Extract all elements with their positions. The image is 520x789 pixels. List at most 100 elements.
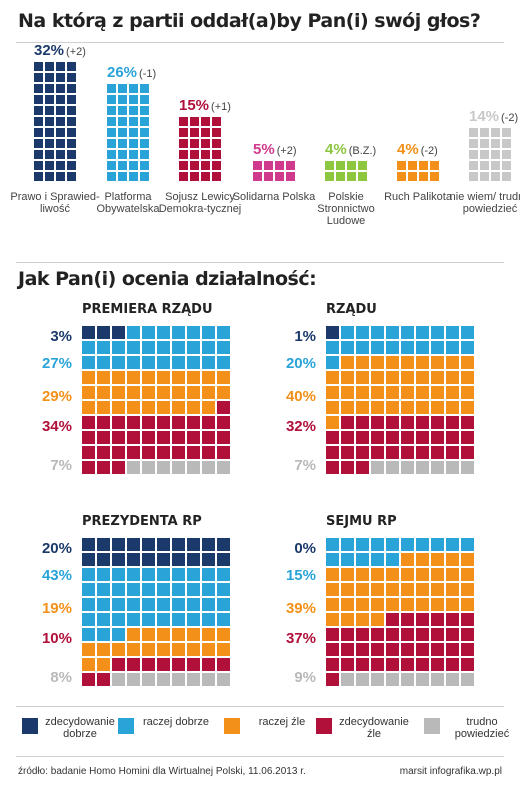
waffle-cell bbox=[416, 553, 429, 566]
bar-cell bbox=[275, 172, 284, 181]
party-bar-4 bbox=[253, 161, 295, 181]
bar-cell bbox=[201, 117, 210, 126]
waffle-cell bbox=[202, 461, 215, 474]
waffle-cell bbox=[431, 568, 444, 581]
waffle-cell bbox=[157, 356, 170, 369]
bar-cell bbox=[190, 117, 199, 126]
bar-cell bbox=[118, 84, 127, 93]
waffle-cell bbox=[401, 628, 414, 641]
waffle-cell bbox=[386, 568, 399, 581]
waffle-row-label: 1% bbox=[294, 328, 316, 345]
waffle-cell bbox=[97, 583, 110, 596]
bar-cell bbox=[34, 106, 43, 115]
waffle-cell bbox=[172, 553, 185, 566]
waffle-cell bbox=[326, 568, 339, 581]
party-bar-2 bbox=[107, 84, 149, 181]
waffle-cell bbox=[97, 568, 110, 581]
waffle-cell bbox=[446, 401, 459, 414]
waffle-cell bbox=[446, 598, 459, 611]
waffle-cell bbox=[461, 553, 474, 566]
waffle-cell bbox=[157, 416, 170, 429]
waffle-cell bbox=[127, 341, 140, 354]
waffle-cell bbox=[127, 401, 140, 414]
party-percent: 5% bbox=[253, 141, 275, 158]
waffle-cell bbox=[127, 356, 140, 369]
bar-cell bbox=[201, 172, 210, 181]
waffle-cell bbox=[341, 401, 354, 414]
bar-cell bbox=[336, 161, 345, 170]
bar-cell bbox=[469, 172, 478, 181]
source-note: źródło: badanie Homo Homini dla Wirtualn… bbox=[18, 766, 306, 777]
bar-cell bbox=[56, 172, 65, 181]
waffle-cell bbox=[172, 341, 185, 354]
bar-cell bbox=[45, 150, 54, 159]
bar-cell bbox=[118, 172, 127, 181]
waffle-cell bbox=[431, 431, 444, 444]
bar-cell bbox=[56, 117, 65, 126]
waffle-cell bbox=[202, 356, 215, 369]
waffle-cell bbox=[187, 568, 200, 581]
legend-label: zdecydowanie dobrze bbox=[45, 716, 115, 740]
waffle-cell bbox=[217, 598, 230, 611]
waffle-title: RZĄDU bbox=[326, 302, 377, 317]
bar-cell bbox=[140, 128, 149, 137]
chart-title: Na którą z partii oddał(a)by Pan(i) swój… bbox=[18, 10, 481, 32]
bar-cell bbox=[45, 117, 54, 126]
waffle-cell bbox=[217, 431, 230, 444]
party-change: (-1) bbox=[139, 68, 157, 80]
waffle-cell bbox=[416, 628, 429, 641]
waffle-cell bbox=[172, 538, 185, 551]
waffle-cell bbox=[341, 416, 354, 429]
bar-cell bbox=[491, 161, 500, 170]
bar-cell bbox=[253, 172, 262, 181]
waffle-cell bbox=[157, 628, 170, 641]
waffle-cell bbox=[326, 628, 339, 641]
waffle-cell bbox=[127, 386, 140, 399]
waffle-cell bbox=[446, 673, 459, 686]
waffle-cell bbox=[356, 673, 369, 686]
bar-cell bbox=[286, 172, 295, 181]
waffle-cell bbox=[446, 568, 459, 581]
waffle-cell bbox=[371, 538, 384, 551]
waffle-cell bbox=[341, 461, 354, 474]
waffle-cell bbox=[187, 673, 200, 686]
bar-cell bbox=[140, 161, 149, 170]
waffle-cell bbox=[386, 416, 399, 429]
waffle-cell bbox=[401, 553, 414, 566]
legend-label: raczej źle bbox=[258, 716, 306, 728]
bar-cell bbox=[56, 73, 65, 82]
party-percent: 15% bbox=[179, 97, 210, 114]
waffle-cell bbox=[446, 658, 459, 671]
waffle-cell bbox=[112, 538, 125, 551]
waffle-cell bbox=[112, 628, 125, 641]
bar-cell bbox=[118, 106, 127, 115]
waffle-cell bbox=[112, 446, 125, 459]
waffle-cell bbox=[326, 643, 339, 656]
waffle-cell bbox=[157, 613, 170, 626]
bar-cell bbox=[179, 150, 188, 159]
waffle-cell bbox=[82, 568, 95, 581]
waffle-cell bbox=[127, 613, 140, 626]
waffle-cell bbox=[401, 386, 414, 399]
bar-cell bbox=[190, 172, 199, 181]
legend-swatch bbox=[424, 718, 440, 734]
waffle-cell bbox=[401, 341, 414, 354]
waffle-cell bbox=[127, 371, 140, 384]
bar-cell bbox=[430, 161, 439, 170]
waffle-row-label: 29% bbox=[41, 388, 72, 405]
waffle-cell bbox=[112, 326, 125, 339]
waffle-cell bbox=[127, 598, 140, 611]
bar-cell bbox=[129, 117, 138, 126]
waffle-cell bbox=[217, 583, 230, 596]
waffle-cell bbox=[142, 553, 155, 566]
waffle-cell bbox=[127, 673, 140, 686]
waffle-cell bbox=[82, 553, 95, 566]
waffle-cell bbox=[446, 446, 459, 459]
waffle-cell bbox=[431, 341, 444, 354]
waffle-cell bbox=[142, 538, 155, 551]
bar-cell bbox=[107, 117, 116, 126]
waffle-cell bbox=[416, 326, 429, 339]
bar-cell bbox=[480, 128, 489, 137]
waffle-cell bbox=[127, 643, 140, 656]
waffle-cell bbox=[187, 416, 200, 429]
